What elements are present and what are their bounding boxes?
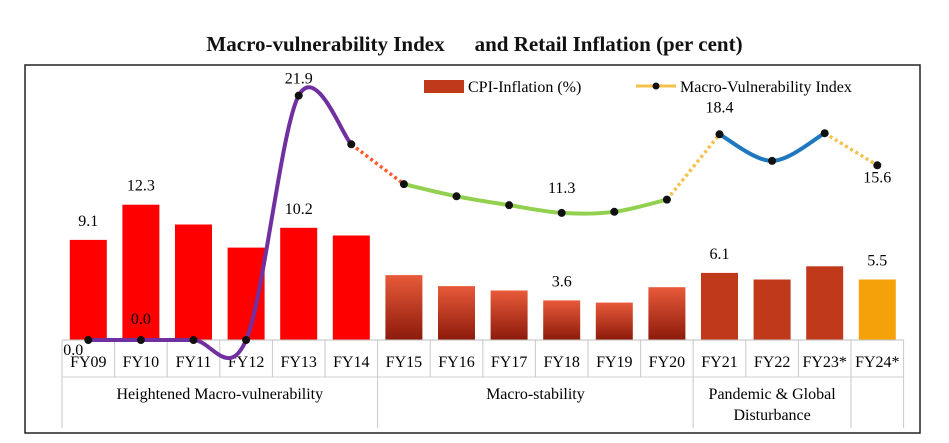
line-segment-stability: [403, 182, 668, 216]
line-point-FY15: [399, 180, 408, 189]
line-data-label: 18.4: [706, 99, 734, 116]
line-data-label: 21.9: [285, 71, 313, 88]
line-data-label: 0.0: [131, 311, 151, 328]
x-tick-label: FY18: [543, 354, 579, 371]
line-point-FY09: [84, 336, 93, 344]
bar-data-label: 10.2: [285, 201, 313, 218]
x-tick-label: FY17: [491, 354, 527, 371]
line-point-FY14: [347, 140, 356, 149]
bar-FY22: [753, 279, 791, 340]
group-label: Heightened Macro-vulnerability: [117, 386, 324, 403]
chart-title-part1: Macro-vulnerability Index: [206, 32, 445, 56]
category-axis-grid: FY09 FY10 FY11 FY12 FY13 FY14 FY15 FY16 FY17 FY18…: [61, 339, 905, 428]
bar-FY18: [543, 300, 581, 340]
x-tick-label: FY16: [438, 354, 474, 371]
line-point-FY10: [136, 336, 145, 344]
legend-bar-label: CPI-Inflation (%): [468, 79, 581, 96]
bar-FY16: [438, 286, 475, 340]
bar-series: [69, 204, 896, 340]
line-point-FY18: [557, 208, 566, 217]
x-tick-label: FY13: [280, 354, 316, 371]
legend-line-label: Macro-Vulnerability Index: [680, 79, 852, 96]
line-series: [84, 85, 882, 360]
line-point-FY17: [505, 201, 514, 210]
line-point-FY19: [610, 207, 619, 216]
line-data-label: 0.0: [63, 342, 83, 359]
line-point-FY11: [189, 336, 198, 344]
line-transition-2: [665, 133, 721, 201]
line-point-FY21: [715, 130, 724, 139]
bar-data-label: 6.1: [710, 246, 730, 263]
x-tick-label: FY10: [123, 354, 159, 371]
group-label: Macro-stability: [486, 386, 585, 403]
x-tick-label: FY09: [70, 354, 106, 371]
bar-FY14: [332, 235, 370, 340]
bar-FY17: [490, 290, 528, 340]
bar-FY23*: [806, 266, 844, 340]
x-tick-label: FY12: [228, 354, 264, 371]
line-data-label: 11.3: [548, 180, 575, 197]
line-data-label: 15.6: [863, 169, 891, 186]
legend: CPI-Inflation (%) Macro-Vulnerability In…: [424, 79, 852, 96]
x-tick-label: FY20: [649, 354, 685, 371]
x-tick-label: FY11: [176, 354, 212, 371]
line-segment-pandemic: [718, 131, 826, 163]
line-point-FY13: [294, 91, 303, 100]
chart-title: Macro-vulnerability Index and Retail Infl…: [0, 32, 949, 57]
x-tick-label: FY22: [754, 354, 790, 371]
chart-title-part2: and Retail Inflation (per cent): [474, 32, 743, 56]
group-label: Pandemic & Global: [709, 386, 837, 403]
line-point-FY23*: [820, 129, 829, 138]
legend-bar-swatch: [424, 80, 464, 93]
bar-FY19: [595, 302, 633, 340]
bar-data-label: 3.6: [552, 273, 572, 290]
line-point-FY24*: [873, 161, 882, 170]
bar-FY11: [175, 224, 212, 340]
x-tick-label: FY15: [386, 354, 422, 371]
line-transition-1: [350, 142, 405, 186]
plot-frame: [24, 64, 921, 434]
x-tick-label: FY24*: [855, 354, 899, 371]
bar-FY24*: [858, 279, 896, 340]
x-tick-label: FY14: [333, 354, 369, 371]
bar-FY09: [69, 239, 107, 340]
bar-FY10: [122, 204, 160, 340]
bar-FY20: [648, 287, 686, 340]
x-tick-label: FY23*: [802, 354, 846, 371]
legend-line-marker: [652, 82, 660, 90]
bar-FY15: [385, 275, 423, 340]
x-tick-label: FY19: [596, 354, 632, 371]
bar-data-label: 9.1: [78, 213, 98, 230]
line-point-FY16: [452, 192, 461, 201]
line-point-FY22: [768, 156, 777, 165]
bar-data-label: 12.3: [127, 178, 155, 195]
data-labels: 9.1 12.3 10.2 3.6 6.1 5.5 0.0 0.0 21.9 11.3 18.4 15…: [63, 71, 891, 359]
bar-FY13: [280, 227, 318, 340]
line-transition-3: [823, 131, 879, 167]
bar-data-label: 5.5: [867, 253, 887, 270]
group-label-line2: Disturbance: [733, 407, 810, 424]
x-tick-label: FY21: [701, 354, 737, 371]
bar-FY21: [701, 272, 738, 340]
line-point-FY12: [242, 336, 251, 344]
line-point-FY20: [662, 195, 671, 204]
